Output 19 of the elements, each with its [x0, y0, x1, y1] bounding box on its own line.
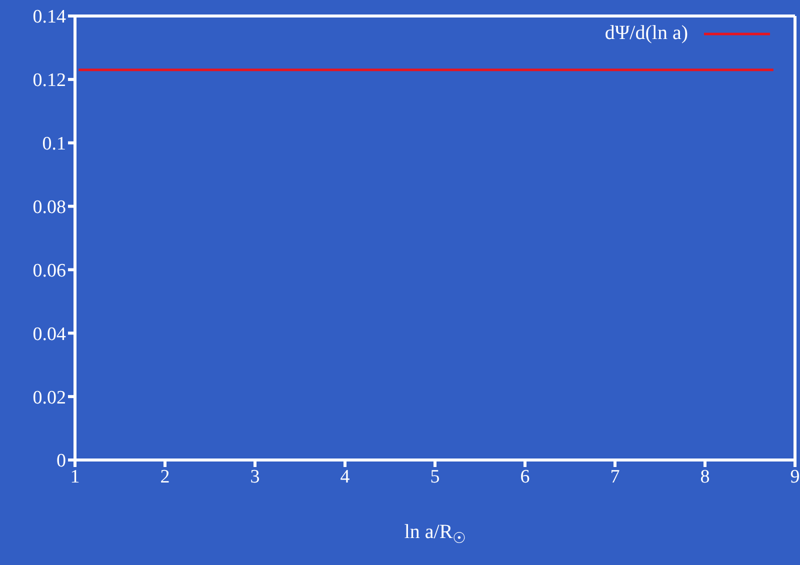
legend-label: dΨ/d(ln a) [604, 22, 688, 45]
y-tick-label: 0.12 [32, 70, 66, 92]
y-tick-label: 0.14 [32, 6, 66, 28]
x-tick-label: 9 [790, 466, 800, 488]
y-tick-label: 0.1 [42, 134, 66, 155]
y-tick-label: 0.06 [32, 260, 66, 282]
x-tick-label: 5 [430, 466, 440, 488]
x-tick-label: 3 [250, 466, 260, 488]
x-tick-label: 7 [610, 466, 620, 488]
y-tick-label: 0.08 [32, 197, 66, 218]
x-tick-label: 6 [520, 466, 530, 488]
y-tick-label: 0.04 [32, 324, 66, 345]
x-axis-title: ln a/R$_{☉}$ [404, 521, 466, 546]
x-tick-label: 8 [700, 466, 710, 488]
y-tick-label: 0 [56, 450, 66, 472]
x-tick-label: 1 [70, 466, 80, 488]
x-tick-label: 4 [340, 466, 350, 488]
y-tick-label: 0.02 [32, 387, 66, 408]
x-tick-label: 2 [160, 466, 170, 488]
